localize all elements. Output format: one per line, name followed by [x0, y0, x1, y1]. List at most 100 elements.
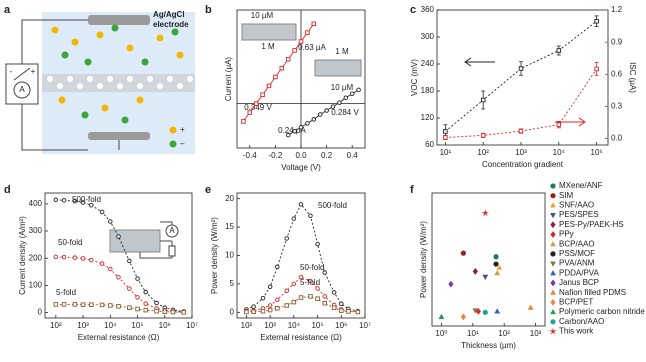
panel-letter: a — [4, 4, 11, 16]
data-point — [53, 197, 59, 203]
data-point — [594, 19, 599, 24]
legend-marker — [550, 308, 556, 315]
data-point — [315, 286, 320, 291]
data-point — [448, 280, 454, 288]
data-point — [292, 128, 297, 134]
y2-tick-label: 0.0 — [611, 134, 623, 143]
panel-letter: b — [205, 4, 212, 16]
data-point — [482, 309, 488, 315]
data-point — [89, 202, 94, 208]
x-tick-label: 10² — [477, 148, 489, 157]
x-tick-label: 10¹ — [467, 329, 479, 338]
data-point — [61, 302, 67, 307]
annotation: 0.349 V — [244, 103, 272, 112]
annotation: 10 μM — [331, 83, 354, 92]
data-point — [135, 295, 140, 300]
data-point — [80, 302, 86, 307]
x-tick-label: 10⁰ — [435, 329, 447, 338]
data-point — [260, 92, 265, 98]
data-point — [291, 299, 297, 305]
inset-circuit — [139, 221, 173, 259]
y-tick-label: 120 — [421, 113, 435, 122]
data-point — [291, 281, 297, 287]
data-point — [493, 261, 499, 267]
legend-marker — [550, 231, 556, 238]
data-point — [251, 309, 256, 315]
x-tick-label: 10⁴ — [288, 321, 301, 330]
data-point — [331, 290, 337, 295]
data-point — [53, 302, 59, 307]
y-tick-label: 240 — [421, 59, 435, 68]
data-point — [260, 295, 266, 301]
data-point — [349, 91, 355, 97]
data-point — [244, 309, 249, 315]
data-point — [143, 289, 148, 295]
legend-label: + — [180, 125, 185, 134]
data-point — [127, 286, 132, 291]
y2-axis-title: ISC (μA) — [628, 62, 637, 93]
plot-frame — [44, 192, 193, 319]
data-point — [266, 83, 272, 89]
y-tick-label: 5 — [230, 279, 235, 288]
annotation: 1 M — [261, 42, 275, 51]
data-point — [99, 209, 105, 215]
data-point — [253, 101, 259, 106]
data-point — [346, 309, 351, 314]
legend-marker — [550, 299, 556, 306]
data-point — [162, 309, 168, 315]
x-tick-label: 10³ — [264, 321, 276, 330]
data-point — [518, 66, 524, 71]
panel-letter: e — [205, 184, 211, 196]
data-point — [298, 202, 304, 207]
y-tick-label: 360 — [421, 5, 435, 14]
data-point — [275, 306, 280, 311]
data-point — [460, 250, 466, 256]
meter-sign: + — [31, 67, 36, 76]
inset-membrane — [314, 59, 362, 77]
x-tick-label: -0.4 — [243, 151, 257, 160]
x-tick-label: 10⁴ — [553, 148, 566, 157]
data-point — [443, 135, 448, 140]
data-point — [61, 198, 67, 203]
x-tick-label: 10¹ — [440, 148, 452, 157]
data-point — [315, 241, 320, 247]
data-point — [298, 125, 304, 130]
legend-marker — [550, 279, 556, 287]
data-point — [127, 258, 132, 264]
data-point — [308, 213, 313, 218]
y-tick-label: 100 — [29, 281, 43, 290]
data-point — [143, 307, 148, 313]
axis-arrow — [464, 57, 495, 67]
data-point — [72, 255, 78, 260]
data-point — [527, 304, 534, 310]
data-point — [472, 308, 479, 314]
series-label: 5-fold — [300, 278, 320, 287]
panel-letter: d — [4, 184, 11, 196]
legend-label: Janus BCP — [559, 278, 599, 287]
data-point — [154, 308, 159, 314]
y2-tick-label: 0.6 — [611, 69, 623, 78]
data-point — [292, 48, 297, 53]
data-point — [53, 254, 59, 260]
annotation: 0.63 μA — [298, 43, 326, 52]
y2-tick-label: 1.2 — [611, 5, 623, 14]
annotation: 1 M — [335, 47, 349, 56]
meter-sign: - — [10, 67, 13, 76]
data-point — [322, 294, 327, 299]
legend-marker — [550, 183, 556, 189]
series-line — [55, 199, 184, 312]
schematic: a Ag/AgCl electrode A - + + – — [4, 4, 195, 154]
y-tick-label: 300 — [29, 226, 43, 235]
data-point — [594, 66, 599, 72]
y-tick-label: 60 — [425, 140, 434, 149]
series-label: 5-fold — [56, 288, 76, 297]
series-label: 50-fold — [58, 238, 82, 247]
data-point — [260, 308, 266, 314]
electrode-label: electrode — [153, 20, 189, 29]
y-axis-title: Current (μA) — [224, 57, 233, 102]
x-axis-title: External resistance (Ω) — [78, 333, 160, 342]
inset-membrane — [241, 23, 297, 41]
y-tick-label: 400 — [29, 199, 43, 208]
data-point — [518, 128, 524, 134]
